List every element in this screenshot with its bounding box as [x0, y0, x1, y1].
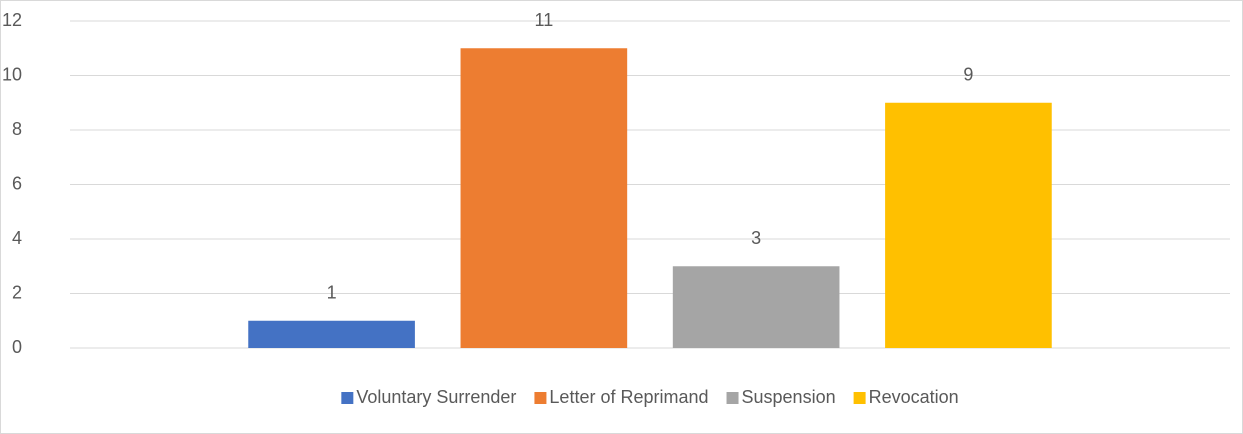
legend-label: Revocation [869, 387, 959, 407]
legend-swatch [853, 392, 866, 404]
y-tick-label: 12 [2, 10, 22, 30]
bar [248, 320, 415, 348]
y-tick-label: 6 [12, 173, 22, 193]
y-tick-label: 0 [12, 337, 22, 357]
y-tick-label: 2 [12, 282, 22, 302]
bar [885, 102, 1052, 348]
legend-swatch [534, 392, 547, 404]
bar [672, 266, 840, 348]
legend-swatch [341, 392, 354, 404]
y-tick-label: 8 [12, 119, 22, 139]
legend-label: Letter of Reprimand [549, 387, 708, 407]
bar [460, 48, 628, 348]
data-label: 11 [535, 10, 554, 30]
data-label: 3 [751, 228, 761, 248]
data-label: 9 [963, 65, 973, 85]
y-tick-label: 10 [2, 64, 22, 84]
y-tick-label: 4 [12, 228, 22, 248]
legend-label: Voluntary Surrender [356, 387, 516, 407]
legend-swatch [726, 392, 739, 404]
legend-label: Suspension [742, 387, 836, 407]
data-label: 1 [327, 283, 337, 303]
